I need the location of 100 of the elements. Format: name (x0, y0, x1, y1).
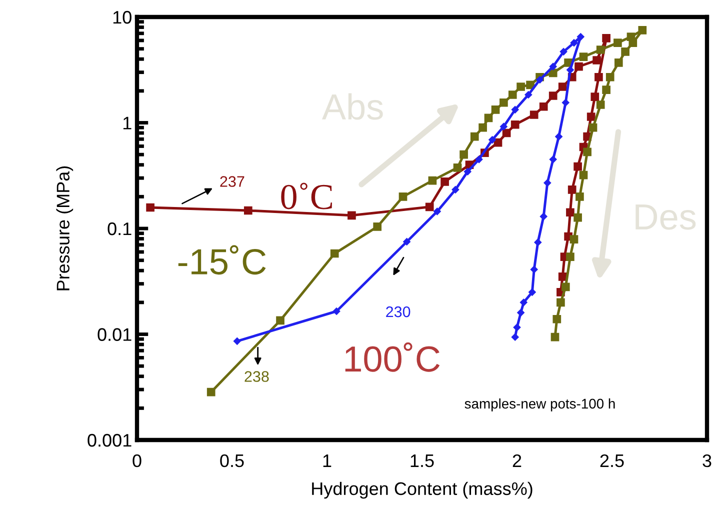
point (566, 66, 574, 74)
point (550, 332, 560, 342)
point (606, 72, 614, 82)
point (491, 105, 500, 114)
point (579, 170, 588, 180)
point (452, 186, 460, 194)
point (502, 128, 511, 138)
point (244, 206, 252, 215)
point (562, 98, 570, 106)
point (586, 112, 596, 121)
y-tick-label: 0.1 (108, 222, 132, 236)
annotation: 237 (220, 176, 244, 187)
point (332, 308, 340, 315)
y-tick-label: 0.001 (88, 434, 132, 447)
point (206, 388, 216, 396)
point (555, 132, 562, 140)
point (594, 72, 603, 82)
point (511, 106, 519, 114)
point (566, 252, 574, 261)
x-tick-label: 2.5 (600, 454, 624, 468)
point (516, 82, 525, 91)
point (566, 208, 574, 217)
point (146, 203, 154, 212)
annotation: 230 (386, 306, 410, 318)
point (475, 156, 483, 164)
point (428, 176, 437, 185)
point (549, 156, 557, 164)
x-tick-label: 0 (132, 454, 142, 468)
point (614, 58, 623, 67)
point (579, 52, 588, 62)
point (577, 33, 584, 40)
x-tick-label: 1 (323, 454, 332, 467)
x-tick-label: 1.5 (410, 454, 434, 468)
x-tick-label: 2 (512, 454, 522, 467)
point (583, 148, 592, 156)
point (526, 80, 534, 90)
point (528, 288, 536, 296)
point (500, 98, 508, 107)
point (434, 208, 441, 216)
point (464, 168, 472, 176)
point (478, 123, 487, 132)
y-axis-title: Pressure (MPa) (56, 166, 74, 290)
point (544, 179, 552, 187)
point (570, 39, 578, 46)
point (576, 192, 584, 201)
point (621, 48, 630, 56)
point (530, 266, 538, 274)
series-label: -15˚C (178, 245, 266, 275)
annotation: 238 (244, 371, 269, 382)
point (530, 110, 538, 119)
point (511, 333, 519, 341)
point (574, 162, 582, 171)
point (570, 235, 578, 244)
point (484, 114, 493, 122)
point (534, 238, 542, 246)
point (638, 26, 647, 34)
point (488, 136, 496, 144)
point (276, 316, 284, 325)
point (548, 92, 558, 100)
point (561, 282, 570, 292)
point (453, 164, 462, 172)
point (596, 100, 605, 109)
annotation: samples-new pots-100 h (464, 398, 615, 412)
point (517, 309, 524, 316)
point (590, 92, 600, 101)
point (233, 338, 241, 345)
point (520, 298, 528, 306)
point (556, 298, 565, 307)
point (373, 222, 382, 231)
x-axis-title: Hydrogen Content (mass%) (312, 482, 532, 499)
point (536, 76, 544, 84)
point (440, 178, 449, 186)
point (513, 324, 521, 332)
point (539, 102, 548, 111)
point (558, 272, 567, 281)
point (588, 123, 598, 132)
series-label: 100˚C (345, 342, 440, 372)
point (574, 213, 582, 222)
series-label: 0˚C (281, 182, 332, 210)
point (470, 132, 479, 141)
point (574, 62, 583, 71)
point (602, 34, 610, 42)
point (558, 82, 567, 91)
point (398, 192, 408, 201)
x-tick-label: 3 (702, 454, 712, 468)
point (602, 86, 610, 94)
point (568, 185, 576, 194)
point (614, 38, 622, 47)
point (500, 122, 508, 130)
y-tick-label: 10 (113, 10, 132, 24)
y-tick-label: 1 (123, 116, 132, 130)
y-tick-label: 0.01 (98, 328, 132, 341)
point (552, 314, 562, 324)
point (628, 38, 638, 47)
point (596, 46, 605, 54)
point (549, 62, 557, 70)
point (510, 120, 520, 129)
point (548, 68, 558, 78)
x-tick-label: 0.5 (220, 454, 244, 468)
point (425, 202, 434, 212)
